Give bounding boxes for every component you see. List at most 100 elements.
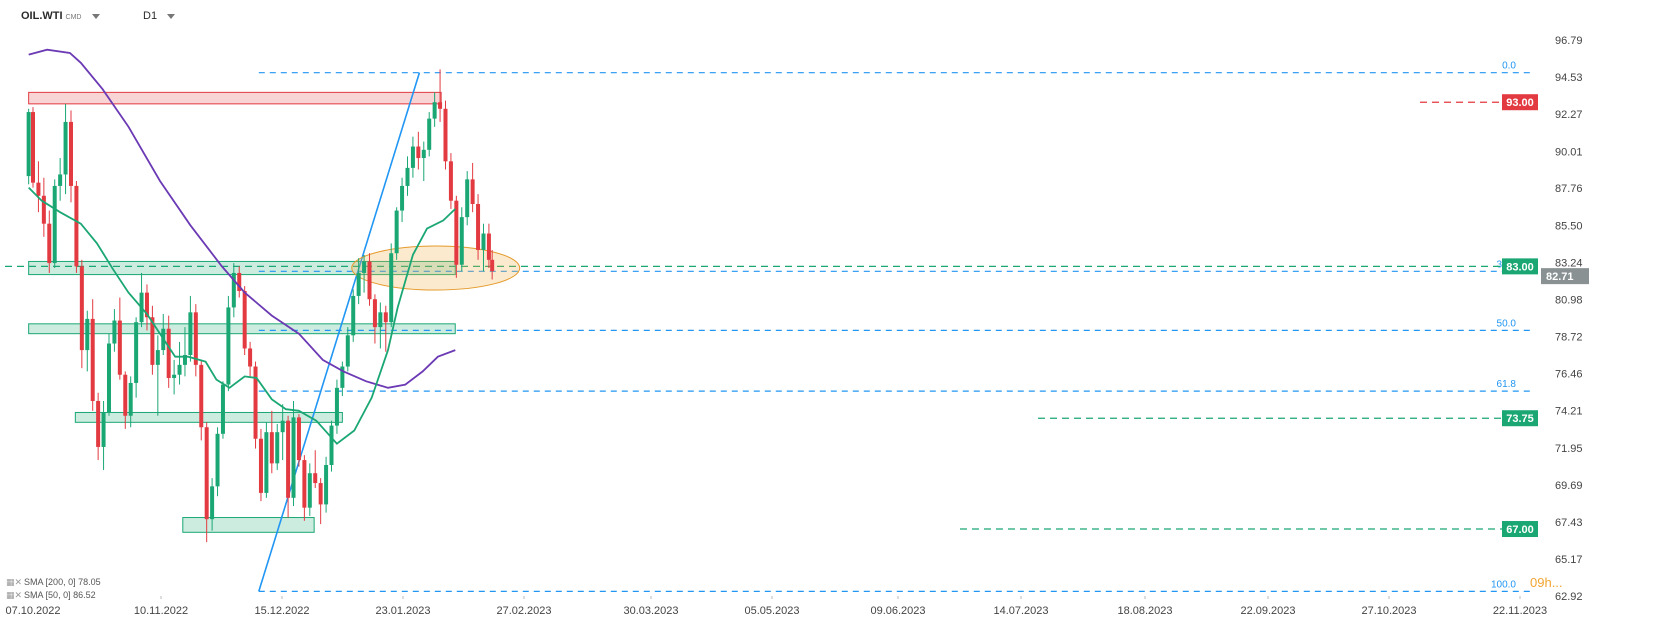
symbol-name: OIL.WTI [21, 10, 63, 22]
y-tick-4: 87.76 [1555, 183, 1583, 195]
candle-body-50 [296, 417, 301, 461]
x-tick-3: 23.01.2023 [375, 605, 430, 617]
candle-body-4 [47, 223, 52, 264]
candle-body-36 [220, 384, 225, 434]
last-price-tag: 82.71 [1546, 271, 1574, 283]
y-tick-9: 76.46 [1555, 369, 1583, 381]
x-tick-6: 05.05.2023 [744, 605, 799, 617]
candle-body-11 [85, 318, 90, 351]
candle-body-27 [172, 374, 177, 378]
zone-2 [28, 323, 456, 335]
candle-body-12 [90, 318, 95, 401]
candle-body-16 [112, 320, 117, 344]
fib-label-0: 0.0 [1502, 61, 1516, 72]
chevron-down-icon [91, 13, 100, 19]
indicator-settings-icon[interactable]: ▦✕ [6, 577, 23, 587]
candle-body-61 [356, 272, 361, 296]
candle-body-45 [269, 432, 274, 464]
y-tick-14: 65.17 [1555, 554, 1583, 566]
zone-3 [74, 411, 343, 423]
candle-body-60 [351, 295, 356, 336]
y-tick-15: 62.92 [1555, 591, 1583, 603]
interval-selector[interactable]: D1 [143, 10, 176, 22]
interval-label: D1 [143, 10, 158, 22]
legend-sma200-text: SMA [200, 0] 78.05 [24, 577, 101, 587]
sma-line-1 [28, 186, 456, 445]
price-tag-bg-1 [1502, 258, 1538, 275]
candle-body-42 [253, 366, 258, 439]
y-tick-6: 83.24 [1555, 257, 1583, 269]
candle-body-32 [199, 364, 204, 428]
candle-body-37 [226, 307, 231, 385]
candle-body-68 [394, 210, 399, 254]
candle-body-8 [68, 121, 73, 186]
candle-body-63 [367, 261, 372, 300]
instrument-selector[interactable]: OIL.WTI CMD [21, 10, 100, 22]
price-tag-bg-0 [1502, 94, 1538, 111]
y-tick-5: 85.50 [1555, 220, 1583, 232]
candle-body-75 [432, 102, 437, 119]
candle-body-3 [41, 195, 46, 224]
x-tick-4: 27.02.2023 [496, 605, 551, 617]
y-axis: 96.79 94.53 92.27 90.01 87.76 85.50 83.24 80.98… [1555, 35, 1583, 603]
indicator-settings-icon[interactable]: ▦✕ [6, 590, 23, 600]
y-tick-7: 80.98 [1555, 295, 1583, 307]
candle-body-22 [144, 292, 149, 318]
sma-line-0 [28, 48, 456, 389]
x-tick-10: 22.09.2023 [1240, 605, 1295, 617]
candle-body-86 [490, 259, 495, 272]
candle-body-58 [340, 366, 345, 388]
candle-body-33 [204, 427, 209, 520]
fib-trendline [258, 72, 421, 592]
x-tick-12: 22.11.2023 [1493, 605, 1547, 617]
zone-4 [182, 517, 315, 533]
price-tag-0: 93.00 [1506, 97, 1534, 109]
candle-body-46 [275, 432, 280, 464]
candle-body-84 [481, 233, 486, 250]
candle-body-1 [31, 112, 35, 183]
candle-body-69 [400, 185, 405, 211]
candle-body-67 [389, 253, 394, 323]
candle-body-65 [378, 312, 383, 328]
candle-body-71 [410, 146, 415, 168]
x-tick-8: 14.07.2023 [993, 605, 1048, 617]
candle-body-77 [443, 108, 448, 162]
candle-body-41 [248, 348, 253, 367]
candle-body-82 [470, 179, 475, 204]
candle-body-78 [448, 161, 453, 201]
candle-body-7 [63, 121, 68, 175]
candles-group [26, 69, 495, 543]
candle-body-80 [459, 217, 464, 265]
y-tick-0: 96.79 [1555, 35, 1583, 47]
candle-body-13 [96, 400, 101, 447]
price-tag-1: 83.00 [1506, 261, 1534, 273]
candle-body-24 [155, 350, 160, 365]
candle-body-28 [177, 364, 182, 375]
candle-body-57 [334, 387, 339, 426]
legend-sma50-text: SMA [50, 0] 86.52 [24, 590, 96, 600]
x-tick-7: 09.06.2023 [870, 605, 925, 617]
x-tick-0: 07.10.2022 [5, 605, 60, 617]
candle-body-62 [362, 261, 367, 273]
candle-body-29 [182, 355, 187, 365]
highlight-ellipse [351, 245, 521, 291]
candle-body-53 [313, 473, 318, 484]
legend-sma200[interactable]: ▦✕ SMA [200, 0] 78.05 [6, 577, 101, 588]
candle-body-38 [231, 272, 236, 308]
candle-body-6 [58, 174, 63, 186]
x-tick-9: 18.08.2023 [1117, 605, 1172, 617]
candle-body-54 [318, 483, 323, 505]
fib-label-4: 100.0 [1491, 579, 1516, 590]
last-price-bg [1541, 268, 1589, 285]
candle-body-76 [438, 102, 443, 109]
candle-body-40 [242, 290, 247, 349]
candle-body-20 [134, 322, 139, 383]
candle-body-47 [280, 420, 285, 433]
candle-body-81 [465, 179, 470, 218]
price-tag-2: 73.75 [1506, 413, 1534, 425]
legend-sma50[interactable]: ▦✕ SMA [50, 0] 86.52 [6, 590, 96, 601]
candle-body-39 [237, 272, 242, 291]
y-tick-8: 78.72 [1555, 332, 1583, 344]
